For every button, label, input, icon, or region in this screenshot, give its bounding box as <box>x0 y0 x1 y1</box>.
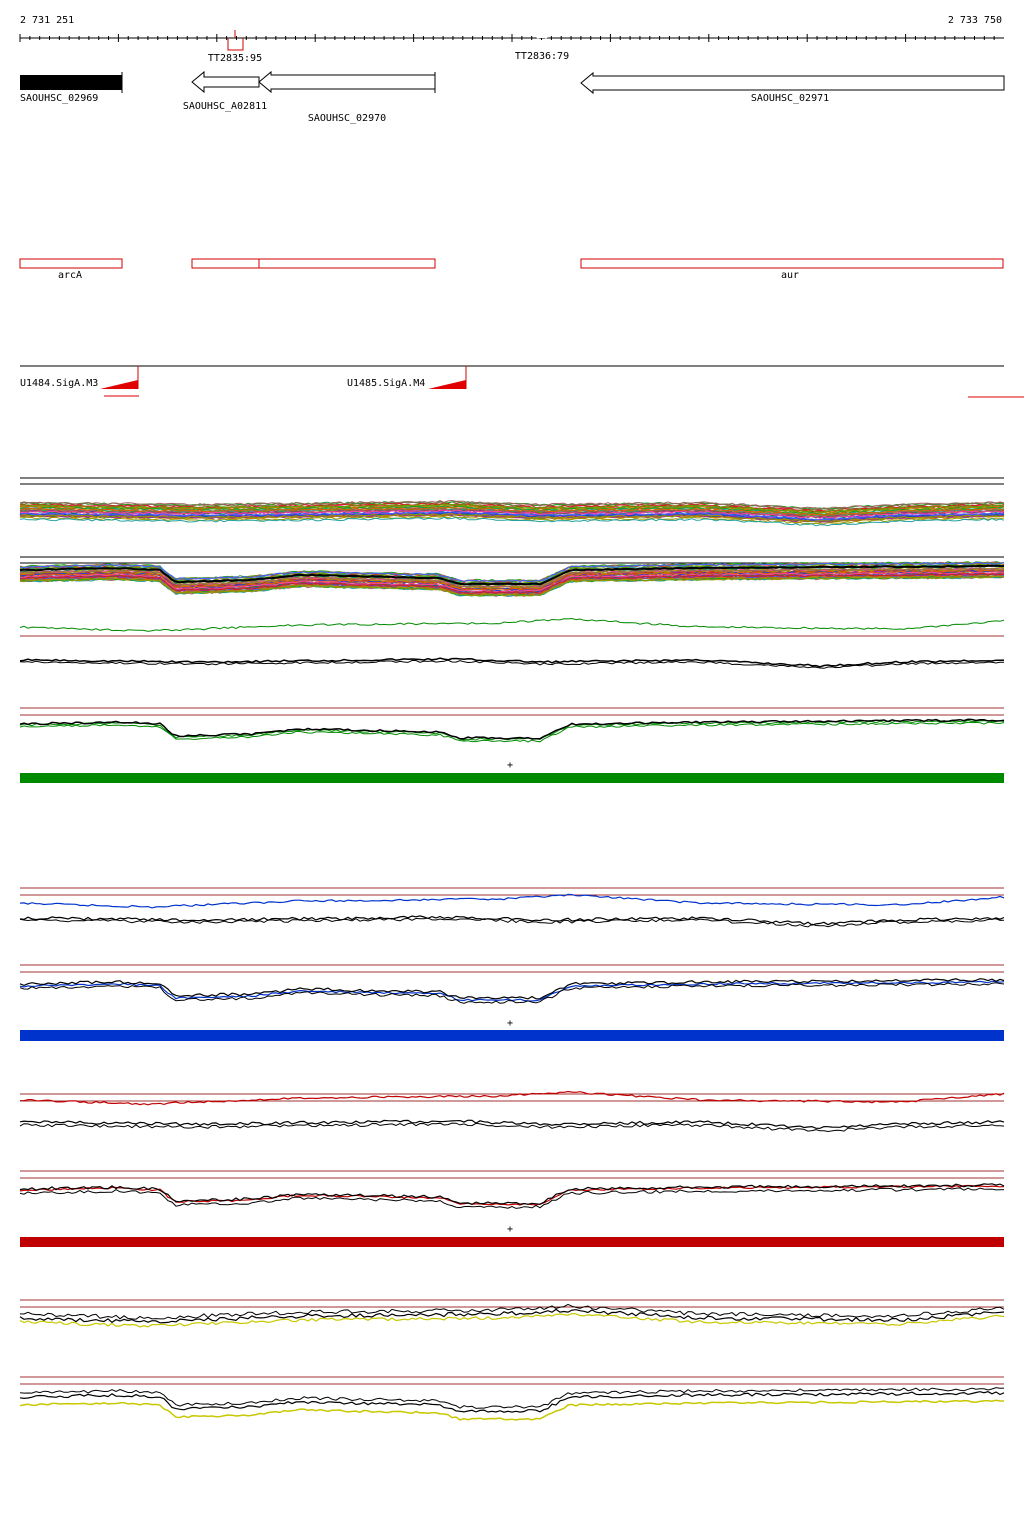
expression-trace <box>19 1312 1005 1328</box>
strand-bar-red: + <box>20 1224 1004 1247</box>
gene-track: SAOUHSC_02969 SAOUHSC_A02811 SAOUHSC_029… <box>20 70 1005 124</box>
expression-trace <box>19 1399 1004 1421</box>
terminator-tt2836[interactable]: TT2836:79 <box>515 32 569 62</box>
expression-trace <box>19 1308 1005 1324</box>
expression-trace <box>19 917 1005 928</box>
ruler-ticks <box>19 34 995 42</box>
terminator-label: TT2835:95 <box>208 53 262 64</box>
gene-label: SAOUHSC_A02811 <box>183 101 267 112</box>
multi-sample-trace <box>19 567 1004 588</box>
operon-label: arcA <box>58 270 82 281</box>
gene-label: SAOUHSC_02971 <box>751 93 829 104</box>
promoter-label: U1485.SigA.M4 <box>347 378 425 389</box>
multi-sample-trace <box>19 572 1005 594</box>
strand-marker: + <box>507 1018 513 1029</box>
expression-trace <box>19 659 1004 669</box>
ruler-end-label: 2 733 750 <box>948 15 1002 26</box>
expression-trace <box>19 718 1005 740</box>
expression-trace <box>19 1387 1005 1409</box>
multi-sample-trace <box>19 506 1005 516</box>
multi-sample-trace <box>19 500 1005 510</box>
terminator-tt2835[interactable]: TT2835:95 <box>208 30 262 64</box>
operon-track: arcA aur <box>19 258 1004 281</box>
multi-sample-trace <box>19 503 1004 513</box>
gene-label: SAOUHSC_02970 <box>308 113 386 124</box>
expression-trace <box>19 1119 1005 1129</box>
terminator-label: TT2836:79 <box>515 51 569 62</box>
operon-aur[interactable]: aur <box>580 258 1004 281</box>
expression-trace <box>19 980 1005 1002</box>
expression-trace <box>19 1391 1005 1413</box>
gene-saouhsc-02971[interactable]: SAOUHSC_02971 <box>580 71 1005 104</box>
terminator-track: TT2835:95 TT2836:79 <box>208 30 569 64</box>
gene-label: SAOUHSC_02969 <box>20 93 98 104</box>
expression-trace <box>19 617 1005 632</box>
gene-saouhsc-a02811[interactable]: SAOUHSC_A02811 <box>183 70 267 112</box>
multi-sample-trace <box>19 575 1005 597</box>
expression-trace <box>19 721 1005 743</box>
ruler-start-label: 2 731 251 <box>20 15 74 26</box>
expression-trace <box>19 978 1005 1000</box>
multi-sample-trace <box>19 513 1005 523</box>
multi-sample-mean-trace <box>19 564 1005 586</box>
operon-label: aur <box>781 270 799 281</box>
expression-trace <box>19 1122 1005 1133</box>
expression-trace <box>19 915 1005 926</box>
expression-trace <box>20 1090 1005 1106</box>
expression-trace <box>19 982 1005 1004</box>
multi-sample-trace <box>19 561 1005 583</box>
strand-bar-blue: + <box>20 1018 1004 1041</box>
strand-marker: + <box>507 760 513 771</box>
expression-trace <box>19 1187 1005 1209</box>
multi-sample-trace <box>19 571 1005 593</box>
multi-sample-trace <box>19 570 1005 591</box>
gene-saouhsc-02970[interactable]: SAOUHSC_02970 <box>258 70 436 124</box>
expression-trace <box>19 1303 1005 1320</box>
promoter-track: U1484.SigA.M3 U1485.SigA.M4 <box>20 365 1024 398</box>
expression-trace <box>19 1184 1005 1206</box>
strand-marker: + <box>507 1224 513 1235</box>
coordinate-ruler: 2 731 251 2 733 750 <box>19 15 1004 42</box>
gene-saouhsc-02969[interactable]: SAOUHSC_02969 <box>20 72 123 104</box>
operon-unnamed-1[interactable] <box>191 258 260 269</box>
promoter-label: U1484.SigA.M3 <box>20 378 98 389</box>
strand-bar-green: + <box>20 760 1004 783</box>
expression-trace <box>19 657 1005 668</box>
multi-sample-trace <box>19 509 1005 519</box>
expression-profiles <box>19 477 1005 1421</box>
multi-sample-trace <box>19 499 1005 510</box>
operon-unnamed-2[interactable] <box>258 258 436 269</box>
multi-sample-trace <box>19 511 1005 521</box>
operon-arca[interactable]: arcA <box>19 258 123 281</box>
expression-trace <box>19 893 1005 909</box>
multi-sample-trace <box>19 516 1005 527</box>
expression-trace <box>19 1183 1005 1205</box>
promoter-u1484[interactable]: U1484.SigA.M3 <box>20 366 139 397</box>
promoter-u1485[interactable]: U1485.SigA.M4 <box>347 366 467 389</box>
